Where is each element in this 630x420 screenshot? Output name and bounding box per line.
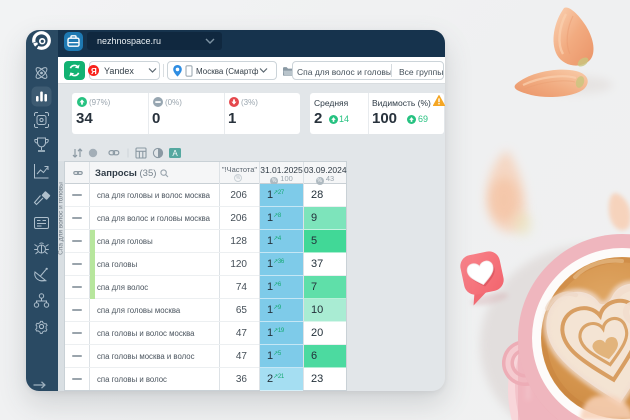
- svg-text:A: A: [172, 149, 178, 158]
